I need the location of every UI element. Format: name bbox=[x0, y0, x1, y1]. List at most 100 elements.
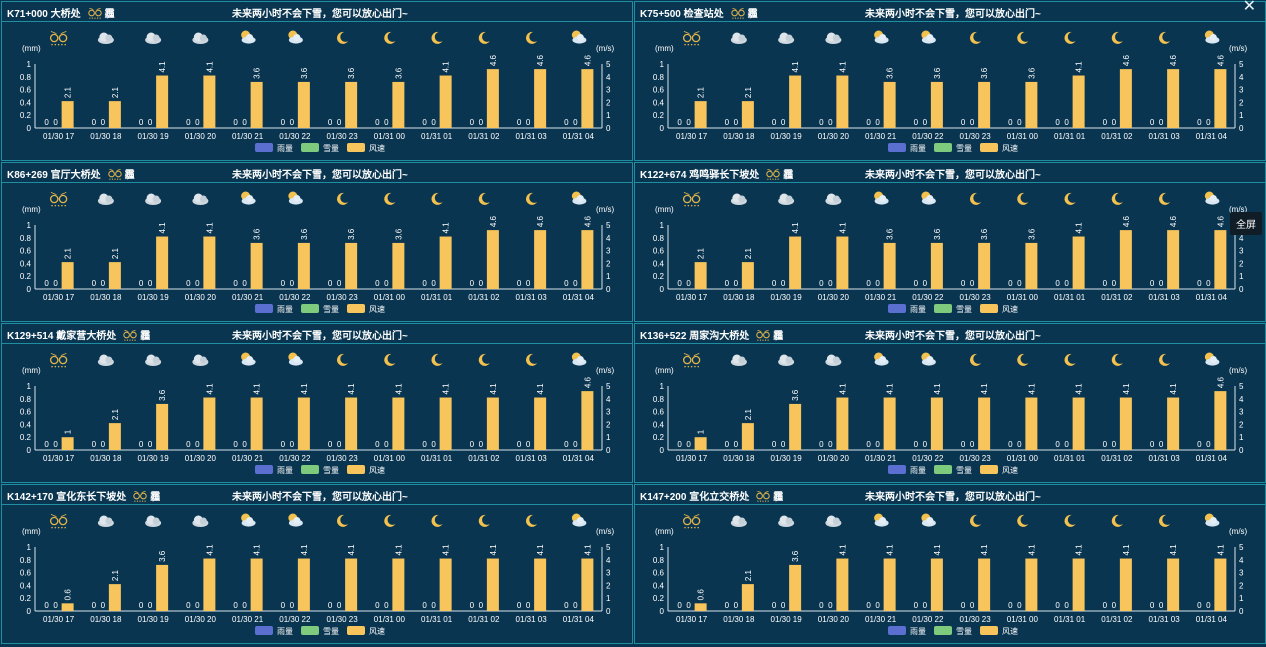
right-tick-label: 0 bbox=[1239, 124, 1244, 133]
wind-value-label: 1 bbox=[697, 429, 706, 434]
x-tick-label: 01/31 02 bbox=[1101, 293, 1133, 302]
right-tick-label: 5 bbox=[1239, 382, 1244, 391]
rain-value-label: 0 bbox=[92, 440, 97, 449]
snow-value-label: 0 bbox=[875, 118, 880, 127]
rain-value-label: 0 bbox=[1150, 279, 1155, 288]
fog-icon bbox=[730, 8, 745, 20]
x-tick-label: 01/31 00 bbox=[374, 615, 406, 624]
rain-value-label: 0 bbox=[819, 440, 824, 449]
rain-value-label: 0 bbox=[186, 118, 191, 127]
legend-label: 风速 bbox=[1002, 466, 1018, 475]
wind-value-label: 4.1 bbox=[205, 544, 214, 556]
rain-value-label: 0 bbox=[961, 118, 966, 127]
station-panel[interactable]: K129+514 戴家营大桥处 霾 未来两小时不会下雪，您可以放心出门~ (mm) (m… bbox=[1, 323, 633, 483]
x-tick-label: 01/31 02 bbox=[468, 132, 500, 141]
station-panel[interactable]: K86+269 官厅大桥处 霾 未来两小时不会下雪，您可以放心出门~ (mm) (m/s… bbox=[1, 162, 633, 322]
rain-value-label: 0 bbox=[375, 440, 380, 449]
snow-value-label: 0 bbox=[781, 118, 786, 127]
snow-value-label: 0 bbox=[101, 279, 106, 288]
wind-value-label: 4.1 bbox=[1027, 544, 1036, 556]
legend-swatch bbox=[255, 465, 273, 474]
legend-label: 雨量 bbox=[277, 627, 293, 636]
wind-bar bbox=[250, 397, 263, 450]
x-tick-label: 01/31 04 bbox=[1196, 454, 1228, 463]
rain-value-label: 0 bbox=[961, 440, 966, 449]
wind-value-label: 2.1 bbox=[744, 408, 753, 420]
location-name: K147+200 宣化立交桥处 bbox=[640, 492, 750, 503]
wind-value-label: 3.6 bbox=[394, 67, 403, 79]
station-panel[interactable]: K147+200 宣化立交桥处 霾 未来两小时不会下雪，您可以放心出门~ (mm) (m… bbox=[634, 484, 1266, 644]
wind-value-label: 4.1 bbox=[394, 383, 403, 395]
station-panel[interactable]: K75+500 检查站处 霾 未来两小时不会下雪，您可以放心出门~ (mm) (m/s)… bbox=[634, 1, 1266, 161]
right-tick-label: 2 bbox=[606, 98, 611, 107]
wind-bar bbox=[156, 75, 169, 128]
moon-icon bbox=[525, 192, 538, 205]
left-axis-unit: (mm) bbox=[22, 527, 41, 536]
legend-swatch bbox=[347, 143, 365, 152]
moon-icon bbox=[1158, 31, 1171, 44]
moon-icon bbox=[1064, 353, 1076, 366]
wind-bar bbox=[1072, 236, 1085, 289]
wind-bar bbox=[439, 397, 452, 450]
wind-bar bbox=[61, 437, 74, 450]
legend-swatch bbox=[888, 465, 906, 474]
wind-bar bbox=[108, 423, 121, 450]
wind-value-label: 2.1 bbox=[744, 247, 753, 259]
fog-icon bbox=[87, 8, 102, 20]
cloud-icon bbox=[145, 32, 162, 44]
station-panel[interactable]: K71+000 大桥处 霾 未来两小时不会下雪，您可以放心出门~ (mm) (m/s) 0… bbox=[1, 1, 633, 161]
wind-value-label: 4.1 bbox=[1075, 61, 1084, 73]
station-panel[interactable]: K136+522 周家沟大桥处 霾 未来两小时不会下雪，您可以放心出门~ (mm) (m… bbox=[634, 323, 1266, 483]
wind-bar bbox=[486, 230, 499, 289]
rain-value-label: 0 bbox=[819, 279, 824, 288]
close-icon[interactable]: ✕ bbox=[1242, 0, 1256, 15]
wind-bar bbox=[581, 558, 594, 611]
wind-bar bbox=[1167, 558, 1180, 611]
snow-value-label: 0 bbox=[686, 440, 691, 449]
x-tick-label: 01/30 19 bbox=[771, 454, 803, 463]
x-tick-label: 01/31 01 bbox=[421, 454, 453, 463]
x-tick-label: 01/31 01 bbox=[1054, 293, 1086, 302]
moon-icon bbox=[1064, 192, 1076, 205]
wind-bar bbox=[1214, 391, 1227, 450]
panel-header: K122+674 鸡鸣驿长下坡处 霾 未来两小时不会下雪，您可以放心出门~ bbox=[635, 163, 1265, 183]
rain-value-label: 0 bbox=[281, 118, 286, 127]
station-panel[interactable]: K142+170 宣化东长下坡处 霾 未来两小时不会下雪，您可以放心出门~ (mm) (… bbox=[1, 484, 633, 644]
cloud-icon bbox=[825, 515, 842, 527]
wind-value-label: 2.1 bbox=[64, 86, 73, 98]
panel-header: K71+000 大桥处 霾 未来两小时不会下雪，您可以放心出门~ bbox=[2, 2, 632, 22]
wind-bar bbox=[392, 81, 405, 128]
partly-cloudy-icon bbox=[1204, 30, 1220, 44]
x-tick-label: 01/30 23 bbox=[327, 293, 359, 302]
snow-value-label: 0 bbox=[526, 601, 531, 610]
x-tick-label: 01/30 21 bbox=[232, 454, 264, 463]
partly-cloudy-icon bbox=[288, 352, 303, 366]
snow-value-label: 0 bbox=[431, 440, 436, 449]
station-panel[interactable]: K122+674 鸡鸣驿长下坡处 霾 未来两小时不会下雪，您可以放心出门~ (mm) (… bbox=[634, 162, 1266, 322]
panel-header: K75+500 检查站处 霾 未来两小时不会下雪，您可以放心出门~ bbox=[635, 2, 1265, 22]
x-tick-label: 01/30 20 bbox=[818, 454, 850, 463]
snow-value-label: 0 bbox=[1064, 279, 1069, 288]
x-tick-label: 01/30 22 bbox=[279, 293, 311, 302]
snow-value-label: 0 bbox=[923, 279, 928, 288]
wind-value-label: 4.1 bbox=[205, 383, 214, 395]
x-tick-label: 01/31 01 bbox=[421, 132, 453, 141]
moon-icon bbox=[1111, 514, 1123, 527]
legend-label: 风速 bbox=[1002, 627, 1018, 636]
left-axis-unit: (mm) bbox=[22, 366, 41, 375]
fog-icon bbox=[107, 169, 122, 181]
forecast-message: 未来两小时不会下雪，您可以放心出门~ bbox=[865, 170, 1041, 181]
x-tick-label: 01/31 00 bbox=[374, 454, 406, 463]
rain-value-label: 0 bbox=[1150, 118, 1155, 127]
left-tick-label: 1 bbox=[660, 543, 665, 552]
x-tick-label: 01/31 04 bbox=[1196, 293, 1228, 302]
wind-value-label: 4.6 bbox=[1169, 54, 1178, 66]
moon-icon bbox=[384, 353, 396, 366]
wind-value-label: 4.6 bbox=[489, 215, 498, 227]
left-tick-label: 1 bbox=[27, 60, 32, 69]
x-tick-label: 01/31 00 bbox=[1007, 454, 1039, 463]
wind-value-label: 4.1 bbox=[838, 383, 847, 395]
wind-value-label: 0.6 bbox=[697, 589, 706, 601]
